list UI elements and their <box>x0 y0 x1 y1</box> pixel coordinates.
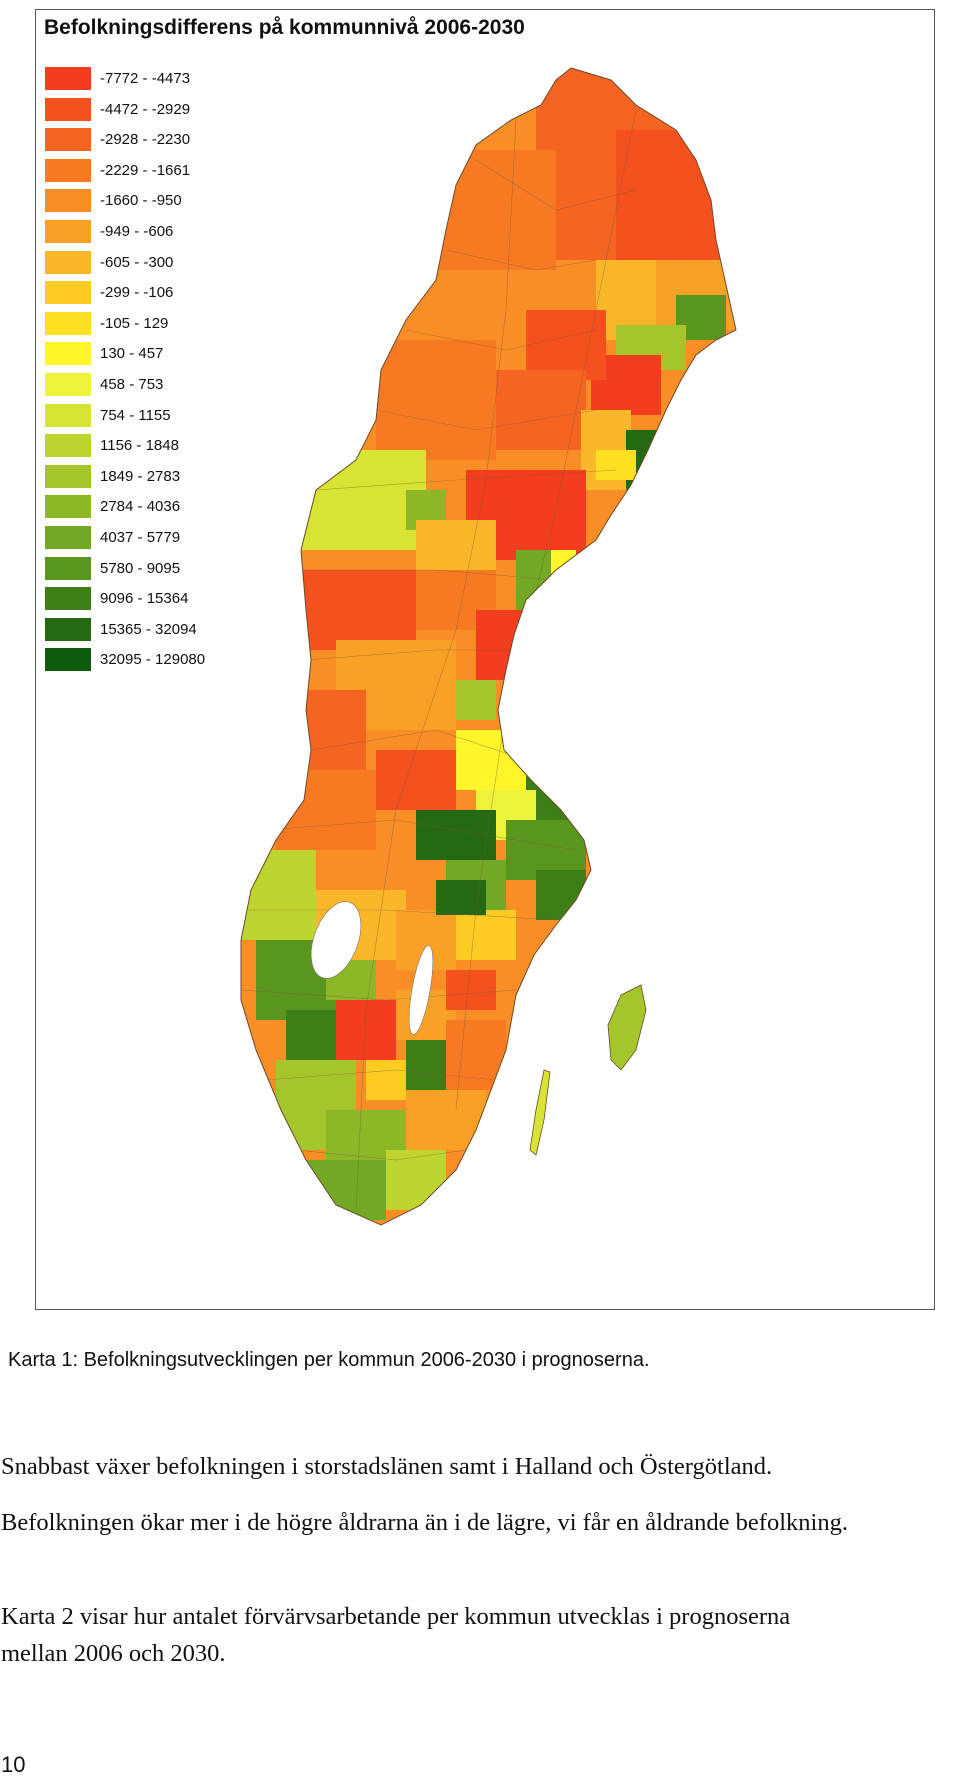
legend-item: 130 - 457 <box>45 342 245 366</box>
legend-item: -1660 - -950 <box>45 189 245 213</box>
legend-item: -605 - -300 <box>45 250 245 275</box>
page-number: 10 <box>1 1752 26 1777</box>
legend-swatch <box>45 67 91 90</box>
legend-swatch <box>45 648 91 672</box>
paragraph-1: Snabbast växer befolkningen i storstadsl… <box>1 1453 773 1480</box>
legend-label: -4472 - -2929 <box>100 100 191 118</box>
lake-vattern <box>408 945 434 1035</box>
legend-swatch <box>45 526 91 549</box>
paragraph-3: Karta 2 visar hur antalet förvärvsarbeta… <box>1 1603 791 1667</box>
map-title: Befolkningsdifferens på kommunnivå 2006-… <box>44 16 525 39</box>
legend-item: 15365 - 32094 <box>45 617 245 642</box>
map-figure: Befolkningsdifferens på kommunnivå 2006-… <box>35 9 935 1310</box>
legend-item: -299 - -106 <box>45 281 245 305</box>
legend-item: 1156 - 1848 <box>45 434 245 458</box>
legend-swatch <box>45 495 91 519</box>
legend-swatch <box>45 434 91 458</box>
legend-item: 4037 - 5779 <box>45 526 245 550</box>
legend-label: 1156 - 1848 <box>100 437 179 455</box>
municipality-fills <box>241 68 736 1225</box>
legend-swatch <box>45 311 91 335</box>
legend-item: 32095 - 129080 <box>45 648 245 672</box>
legend-swatch <box>45 464 91 488</box>
legend-item: 1849 - 2783 <box>45 464 245 489</box>
legend-item: 458 - 753 <box>45 373 245 397</box>
legend-swatch <box>45 403 91 427</box>
legend-label: 9096 - 15364 <box>100 590 189 608</box>
legend-label: 15365 - 32094 <box>100 620 197 638</box>
legend-label: -949 - -606 <box>100 223 174 240</box>
legend-label: -7772 - -4473 <box>100 70 191 87</box>
legend-item: -7772 - -4473 <box>45 67 245 91</box>
legend-label: -2928 - -2230 <box>100 131 191 149</box>
legend-swatch <box>45 617 91 641</box>
legend-swatch <box>45 128 91 152</box>
legend-label: 32095 - 129080 <box>100 651 206 669</box>
legend-item: 9096 - 15364 <box>45 587 245 611</box>
legend-swatch <box>45 587 91 611</box>
legend-item: -105 - 129 <box>45 311 245 336</box>
legend-label: 5780 - 9095 <box>100 559 181 577</box>
legend-item: -2928 - -2230 <box>45 128 245 152</box>
legend-swatch <box>45 556 91 580</box>
legend-label: -105 - 129 <box>100 314 169 332</box>
legend-item: 2784 - 4036 <box>45 495 245 519</box>
legend-swatch <box>45 158 91 182</box>
legend-label: 754 - 1155 <box>100 406 171 424</box>
legend-label: 2784 - 4036 <box>100 498 181 516</box>
legend-label: 1849 - 2783 <box>100 467 181 485</box>
legend-label: -299 - -106 <box>100 284 174 302</box>
legend-swatch <box>45 220 91 243</box>
legend-swatch <box>45 97 91 121</box>
legend-item: -2229 - -1661 <box>45 158 245 183</box>
legend-label: -605 - -300 <box>100 253 174 271</box>
paragraph-2: Befolkningen ökar mer i de högre åldrarn… <box>1 1509 848 1536</box>
legend-swatch <box>45 281 91 305</box>
legend-item: 754 - 1155 <box>45 403 245 428</box>
sweden-outline <box>240 67 737 1226</box>
oland <box>529 1069 551 1156</box>
legend-label: 4037 - 5779 <box>100 529 181 546</box>
legend-item: -4472 - -2929 <box>45 97 245 122</box>
legend-label: 458 - 753 <box>100 376 164 393</box>
legend-swatch <box>45 373 91 396</box>
lake-vanern <box>310 901 362 979</box>
legend-item: -949 - -606 <box>45 220 245 244</box>
legend-label: 130 - 457 <box>100 345 164 363</box>
legend-swatch <box>45 250 91 274</box>
legend-label: -2229 - -1661 <box>100 161 191 179</box>
legend-item: 5780 - 9095 <box>45 556 245 581</box>
figure-caption: Karta 1: Befolkningsutvecklingen per kom… <box>8 1349 650 1371</box>
legend-swatch <box>45 342 91 366</box>
sweden-map <box>240 67 737 1226</box>
municipality-borders <box>241 109 637 1211</box>
gotland <box>607 984 647 1071</box>
legend-swatch <box>45 189 91 213</box>
legend-label: -1660 - -950 <box>100 192 182 210</box>
